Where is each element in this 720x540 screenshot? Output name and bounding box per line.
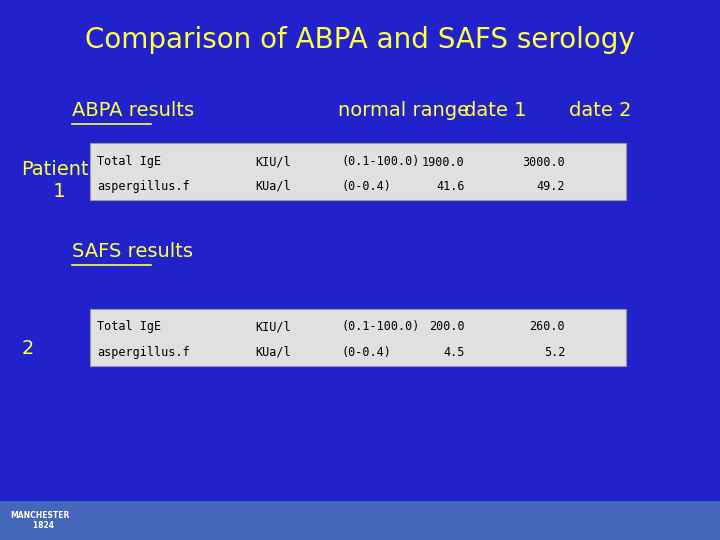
Text: (0-0.4): (0-0.4) [342,180,392,193]
Text: aspergillus.f: aspergillus.f [97,346,190,359]
Text: normal range: normal range [338,101,469,120]
Text: (0-0.4): (0-0.4) [342,346,392,359]
Text: Patient
     1: Patient 1 [22,160,89,201]
Text: 49.2: 49.2 [536,180,565,193]
Text: 41.6: 41.6 [436,180,464,193]
Text: 3000.0: 3000.0 [523,156,565,168]
Text: date 2: date 2 [569,101,631,120]
Text: KIU/l: KIU/l [256,156,291,168]
FancyBboxPatch shape [90,143,626,200]
Text: KIU/l: KIU/l [256,320,291,333]
Text: 4.5: 4.5 [443,346,464,359]
Text: 1900.0: 1900.0 [422,156,464,168]
Text: date 1: date 1 [464,101,527,120]
Text: Total IgE: Total IgE [97,156,161,168]
Text: (0.1-100.0): (0.1-100.0) [342,320,420,333]
Text: 2: 2 [22,339,34,358]
Text: ABPA results: ABPA results [72,101,194,120]
Text: SAFS results: SAFS results [72,241,193,261]
Text: 200.0: 200.0 [429,320,464,333]
FancyBboxPatch shape [90,309,626,366]
FancyBboxPatch shape [0,501,720,540]
Text: Comparison of ABPA and SAFS serology: Comparison of ABPA and SAFS serology [85,26,635,55]
Text: 5.2: 5.2 [544,346,565,359]
Text: KUa/l: KUa/l [256,346,291,359]
Text: (0.1-100.0): (0.1-100.0) [342,156,420,168]
Text: Total IgE: Total IgE [97,320,161,333]
Text: MANCHESTER
   1824: MANCHESTER 1824 [10,511,69,530]
Text: KUa/l: KUa/l [256,180,291,193]
Text: aspergillus.f: aspergillus.f [97,180,190,193]
Text: 260.0: 260.0 [530,320,565,333]
